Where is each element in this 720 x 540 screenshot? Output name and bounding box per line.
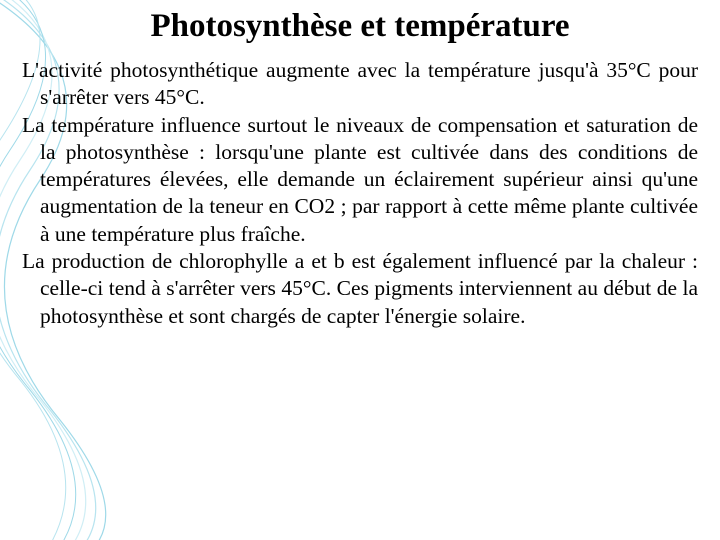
paragraph-2: La température influence surtout le nive…	[22, 112, 698, 248]
paragraph-1: L'activité photosynthétique augmente ave…	[22, 57, 698, 112]
slide-content: Photosynthèse et température L'activité …	[0, 0, 720, 350]
paragraph-3: La production de chlorophylle a et b est…	[22, 248, 698, 330]
slide-body: L'activité photosynthétique augmente ave…	[22, 57, 698, 330]
slide-title: Photosynthèse et température	[22, 8, 698, 45]
